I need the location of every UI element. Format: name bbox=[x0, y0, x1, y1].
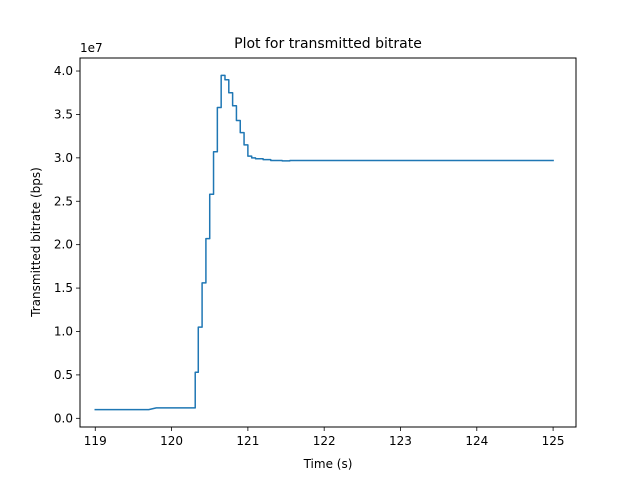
y-tick-label: 0.5 bbox=[54, 368, 73, 382]
y-tick-label: 0.0 bbox=[54, 411, 73, 425]
x-axis-label: Time (s) bbox=[303, 457, 353, 471]
x-tick-label: 124 bbox=[465, 434, 488, 448]
y-axis-ticks: 0.0 0.5 1.0 1.5 2.0 2.5 3.0 3.5 4.0 bbox=[54, 64, 80, 425]
plot-frame bbox=[79, 57, 577, 428]
x-tick-label: 125 bbox=[542, 434, 565, 448]
y-axis-label: Transmitted bitrate (bps) bbox=[29, 167, 43, 318]
x-tick-label: 121 bbox=[236, 434, 259, 448]
x-tick-label: 122 bbox=[313, 434, 336, 448]
y-tick-label: 2.0 bbox=[54, 238, 73, 252]
y-offset-text: 1e7 bbox=[80, 41, 103, 55]
x-tick-label: 120 bbox=[160, 434, 183, 448]
y-tick-label: 1.0 bbox=[54, 324, 73, 338]
y-tick-label: 2.5 bbox=[54, 194, 73, 208]
y-tick-label: 4.0 bbox=[54, 64, 73, 78]
y-tick-label: 1.5 bbox=[54, 281, 73, 295]
x-axis-ticks: 119 120 121 122 123 124 125 bbox=[84, 427, 565, 448]
series-line bbox=[94, 74, 554, 411]
y-tick-label: 3.0 bbox=[54, 151, 73, 165]
chart-title: Plot for transmitted bitrate bbox=[234, 36, 422, 52]
x-tick-label: 123 bbox=[389, 434, 412, 448]
x-tick-label: 119 bbox=[84, 434, 107, 448]
y-tick-label: 3.5 bbox=[54, 107, 73, 121]
